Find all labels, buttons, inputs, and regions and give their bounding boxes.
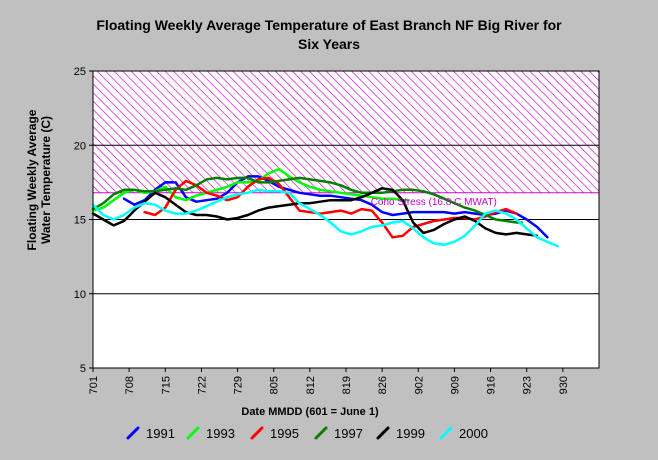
y-axis-label: Floating Weekly Average Water Temperatur… — [25, 109, 53, 250]
x-tick-label: 909 — [449, 376, 461, 394]
x-tick-label: 916 — [486, 376, 498, 394]
legend-item-1995: 1995 — [250, 426, 299, 441]
legend: 1991 1993 1995 1997 1999 2000 — [126, 426, 488, 441]
series-line-2000 — [91, 188, 559, 248]
x-tick-label: 708 — [124, 376, 136, 394]
legend-label: 1997 — [334, 426, 363, 441]
y-tick-label: 5 — [80, 363, 86, 375]
coho-stress-band — [92, 70, 600, 194]
chart-title-line-2: Six Years — [298, 36, 360, 52]
legend-label: 1995 — [270, 426, 299, 441]
x-tick-label: 826 — [377, 376, 389, 394]
plot-frame — [92, 70, 600, 369]
legend-item-2000: 2000 — [439, 426, 488, 441]
x-axis-ticks: 701 708 715 722 729 805 812 819 826 902 909 916 923 9… — [88, 368, 570, 394]
chart-title-line-1: Floating Weekly Average Temperature of E… — [96, 17, 562, 33]
legend-label: 1991 — [146, 426, 175, 441]
y-tick-label: 15 — [74, 215, 86, 227]
legend-label: 1993 — [206, 426, 235, 441]
legend-item-1991: 1991 — [126, 426, 175, 441]
x-axis-label: Date MMDD (601 = June 1) — [241, 406, 379, 418]
y-tick-label: 10 — [74, 289, 86, 301]
y-axis-label-line-1: Floating Weekly Average — [25, 109, 39, 250]
x-tick-label: 701 — [88, 376, 100, 394]
legend-swatch — [439, 426, 453, 440]
legend-swatch — [186, 426, 200, 440]
series-line-1997 — [91, 176, 523, 224]
legend-swatch — [376, 426, 390, 440]
x-tick-label: 930 — [558, 376, 570, 394]
x-tick-label: 902 — [413, 376, 425, 394]
legend-item-1993: 1993 — [186, 426, 235, 441]
y-tick-label: 25 — [74, 66, 86, 78]
legend-item-1999: 1999 — [376, 426, 425, 441]
legend-swatch — [250, 426, 264, 440]
x-tick-label: 923 — [522, 376, 534, 394]
y-axis-ticks: 5 10 15 20 25 — [74, 66, 93, 375]
x-tick-label: 819 — [341, 376, 353, 394]
legend-swatch — [314, 426, 328, 440]
legend-label: 2000 — [459, 426, 488, 441]
x-tick-label: 805 — [269, 376, 281, 394]
y-tick-label: 20 — [74, 140, 86, 152]
x-tick-label: 722 — [196, 376, 208, 394]
y-axis-label-line-2: Water Temperature (C) — [39, 116, 53, 244]
legend-swatch — [126, 426, 140, 440]
legend-label: 1999 — [396, 426, 425, 441]
series-lines — [91, 167, 559, 248]
series-line-1999 — [91, 187, 539, 238]
legend-item-1997: 1997 — [314, 426, 363, 441]
series-line-1995 — [143, 176, 518, 239]
x-tick-label: 812 — [305, 376, 317, 394]
x-tick-label: 715 — [160, 376, 172, 394]
x-tick-label: 729 — [233, 376, 245, 394]
series-line-1991 — [122, 175, 549, 239]
coho-stress-label: Coho Stress (16.8 C MWAT) — [371, 197, 497, 208]
